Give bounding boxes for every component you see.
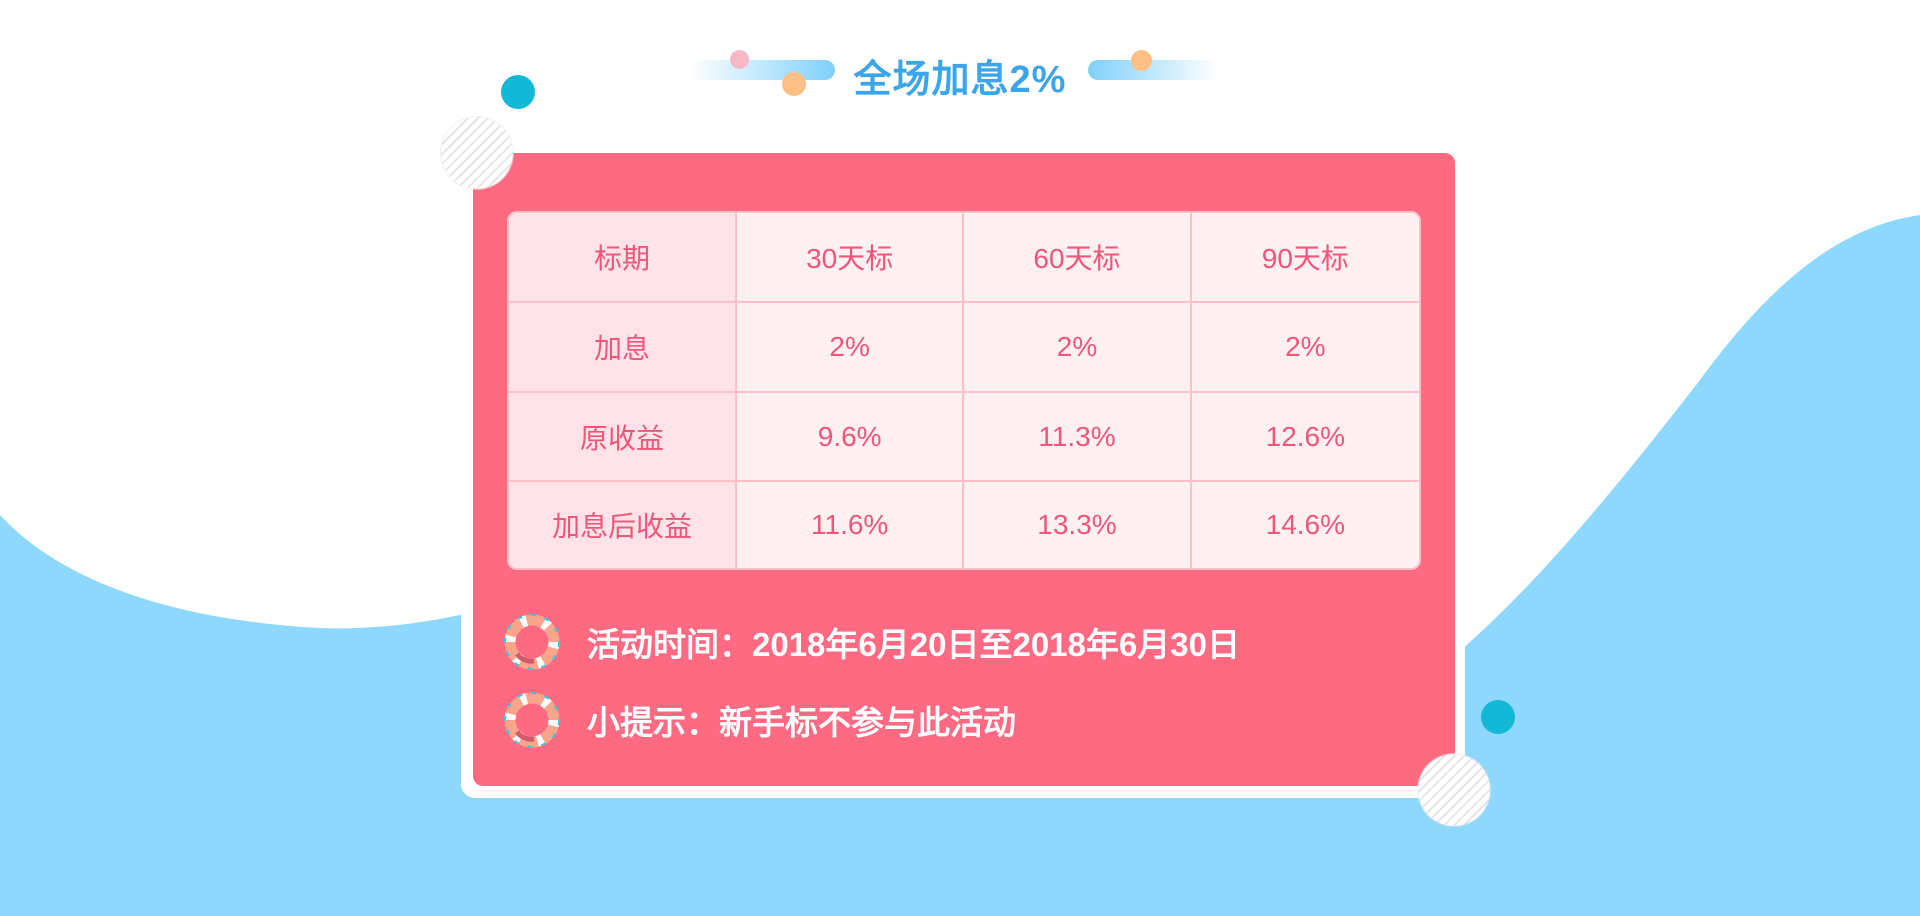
table-row-label: 加息 xyxy=(509,303,737,393)
tip-line: 小提示：新手标不参与此活动 xyxy=(504,690,1016,750)
page-title: 全场加息2% xyxy=(690,48,1230,103)
table-cell: 11.6% xyxy=(737,482,964,568)
table-cell: 13.3% xyxy=(964,482,1191,568)
striped-corner-badge-bottom xyxy=(1418,754,1490,826)
table-row-label: 加息后收益 xyxy=(509,482,737,568)
table-cell: 2% xyxy=(964,303,1191,393)
table-cell: 12.6% xyxy=(1192,393,1419,483)
table-cell: 2% xyxy=(737,303,964,393)
activity-time-text: 活动时间：2018年6月20日至2018年6月30日 xyxy=(587,618,1240,666)
interest-rate-table: 标期 30天标 60天标 90天标 加息 2% 2% 2% 原收益 9.6% 1… xyxy=(507,211,1421,570)
tip-text: 小提示：新手标不参与此活动 xyxy=(587,696,1016,744)
table-header-row: 标期 30天标 60天标 90天标 xyxy=(509,213,1419,303)
table-row: 加息 2% 2% 2% xyxy=(509,303,1419,393)
life-ring-icon xyxy=(504,692,560,748)
teal-dot-top-left xyxy=(501,75,535,109)
table-cell: 9.6% xyxy=(737,393,964,483)
table-header-cell: 30天标 xyxy=(737,213,964,303)
table-row: 原收益 9.6% 11.3% 12.6% xyxy=(509,393,1419,483)
table-row-label: 原收益 xyxy=(509,393,737,483)
table-cell: 11.3% xyxy=(964,393,1191,483)
table-cell: 2% xyxy=(1192,303,1419,393)
activity-time-line: 活动时间：2018年6月20日至2018年6月30日 xyxy=(504,612,1240,672)
table-header-cell: 60天标 xyxy=(964,213,1191,303)
table-header-cell: 标期 xyxy=(509,213,737,303)
table-header-cell: 90天标 xyxy=(1192,213,1419,303)
teal-dot-right xyxy=(1481,700,1515,734)
table-row: 加息后收益 11.6% 13.3% 14.6% xyxy=(509,482,1419,568)
title-banner: 全场加息2% xyxy=(690,40,1230,110)
life-ring-icon xyxy=(504,614,560,670)
table-cell: 14.6% xyxy=(1192,482,1419,568)
striped-corner-badge-top xyxy=(441,117,513,189)
